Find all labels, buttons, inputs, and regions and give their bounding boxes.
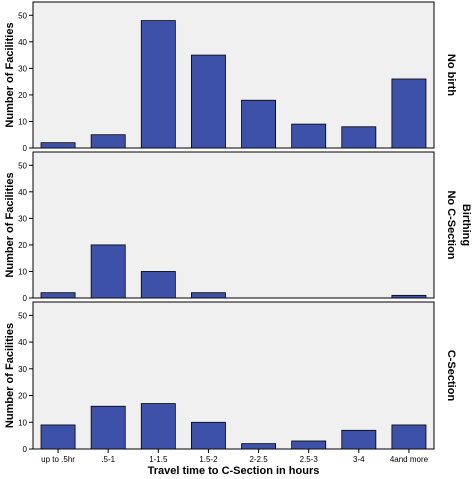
panel-strip-label: C-Section [445,350,457,402]
bar [341,429,377,450]
y-tick-label: 20 [18,91,27,100]
x-tick-label: .5-1 [101,455,115,464]
bar [90,244,126,299]
bar [391,294,427,299]
y-tick-label: 10 [18,418,27,427]
y-tick-label: 40 [18,188,27,197]
outer-strip-label: Birthing [460,204,472,246]
bar [190,54,226,149]
y-tick-label: 30 [18,64,27,73]
bar [140,271,176,299]
x-tick-label: 2-2.5 [249,455,268,464]
bar [190,421,226,450]
y-tick-label: 40 [18,38,27,47]
bar [241,99,277,149]
bar [40,292,76,299]
bar [391,424,427,450]
bar [40,142,76,149]
x-tick-label: 3-4 [353,455,365,464]
y-tick-label: 40 [18,338,27,347]
x-tick-label: 1-1.5 [149,455,168,464]
x-tick-label: 1.5-2 [199,455,218,464]
bar [241,443,277,450]
bar [341,126,377,149]
y-axis-title: Number of Facilities [4,323,16,428]
y-tick-label: 10 [18,267,27,276]
y-axis-title: Number of Facilities [4,22,16,127]
y-tick-label: 20 [18,241,27,250]
y-tick-label: 50 [18,11,27,20]
bar [90,134,126,149]
y-tick-label: 0 [23,445,28,454]
y-tick-label: 30 [18,365,27,374]
bar [291,440,327,450]
y-tick-label: 50 [18,161,27,170]
bar [140,20,176,149]
y-tick-label: 30 [18,214,27,223]
panel-background [32,1,435,149]
bar [90,405,126,450]
x-tick-label: up to .5hr [41,455,75,464]
y-tick-label: 10 [18,117,27,126]
y-tick-label: 0 [23,294,28,303]
bar [391,78,427,149]
y-tick-label: 0 [23,144,28,153]
y-tick-label: 50 [18,311,27,320]
y-tick-label: 20 [18,392,27,401]
bar [40,424,76,450]
bar [190,292,226,299]
x-tick-label: 2.5-3 [300,455,319,464]
x-axis-title: Travel time to C-Section in hours [148,465,320,477]
x-tick-label: 4and more [390,455,429,464]
bar [291,123,327,149]
panel-strip-label: No birth [445,54,457,96]
y-axis-title: Number of Facilities [4,172,16,277]
bar [140,403,176,450]
panel-strip-label: No C-Section [445,190,457,259]
